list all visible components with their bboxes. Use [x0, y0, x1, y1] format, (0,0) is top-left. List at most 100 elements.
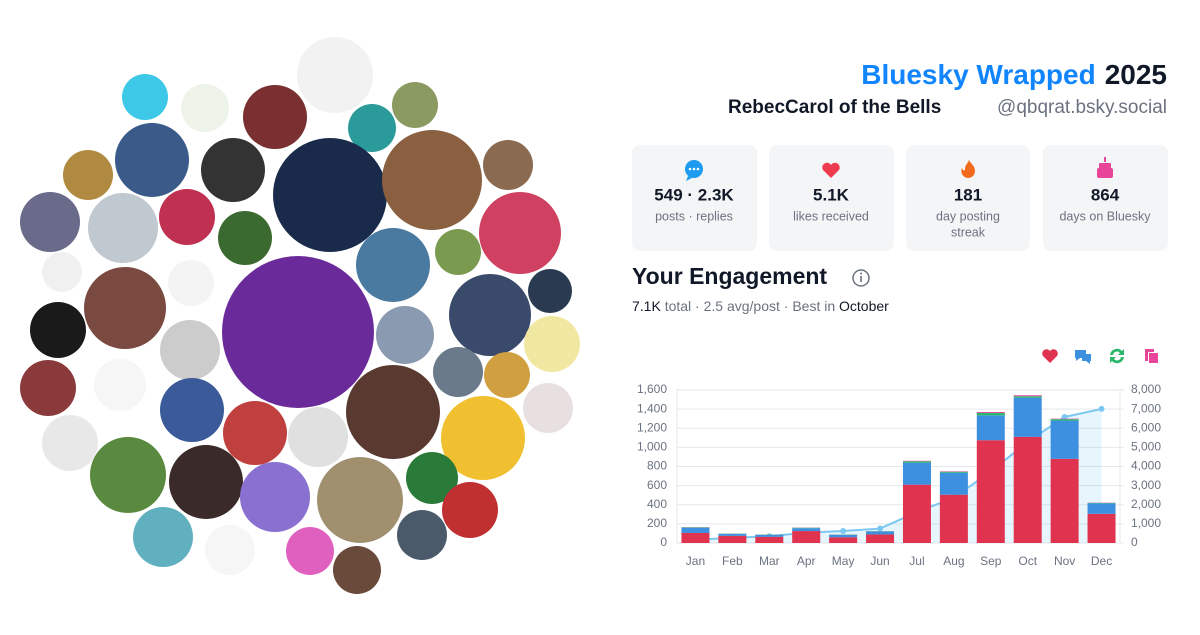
bar-segment — [755, 535, 783, 537]
avatar — [286, 527, 334, 575]
avatar — [201, 138, 265, 202]
avatar — [133, 507, 193, 567]
avatar — [442, 482, 498, 538]
legend-icon — [1042, 349, 1058, 363]
x-tick-label: Jun — [870, 554, 889, 568]
stat-label: streak — [951, 225, 986, 239]
avatar — [449, 274, 531, 356]
bar-segment — [829, 537, 857, 543]
avatar — [222, 256, 374, 408]
avatar — [42, 252, 82, 292]
avatar — [20, 360, 76, 416]
avatar — [42, 415, 98, 471]
avatar — [397, 510, 447, 560]
bar-segment — [681, 533, 709, 543]
x-tick-label: Dec — [1091, 554, 1112, 568]
title-year: 2025 — [1105, 59, 1167, 90]
avatar — [273, 138, 387, 252]
bar-segment — [1014, 395, 1042, 396]
bar-segment — [829, 535, 857, 537]
avatar — [20, 192, 80, 252]
avatar — [528, 269, 572, 313]
x-tick-label: Aug — [943, 554, 964, 568]
bar-segment — [1051, 421, 1079, 459]
avatar — [243, 85, 307, 149]
y-tick-label: 1,400 — [637, 401, 667, 415]
y2-tick-label: 6,000 — [1131, 420, 1161, 434]
avatar — [297, 37, 373, 113]
y2-tick-label: 7,000 — [1131, 401, 1161, 415]
x-tick-label: Nov — [1054, 554, 1075, 568]
bar-segment — [1051, 459, 1079, 543]
avatar — [524, 316, 580, 372]
y2-tick-label: 4,000 — [1131, 459, 1161, 473]
bar-segment — [718, 534, 746, 536]
stat-label: likes received — [793, 209, 869, 223]
y2-tick-label: 5,000 — [1131, 440, 1161, 454]
x-tick-label: Sep — [980, 554, 1002, 568]
bar-segment — [755, 537, 783, 543]
stat-label: day posting — [936, 209, 1000, 223]
bar-segment — [977, 440, 1005, 543]
engagement-chart: 02004006008001,0001,2001,4001,60001,0002… — [637, 382, 1161, 568]
avatar — [122, 74, 168, 120]
line-point — [1099, 406, 1105, 412]
bar-segment — [977, 412, 1005, 413]
legend-icon — [1145, 349, 1158, 363]
avatar — [484, 352, 530, 398]
avatar — [181, 84, 229, 132]
avatar — [392, 82, 438, 128]
y2-tick-label: 1,000 — [1131, 516, 1161, 530]
avatar — [376, 306, 434, 364]
bar-segment — [1014, 437, 1042, 543]
avatar — [288, 407, 348, 467]
x-tick-label: Feb — [722, 554, 743, 568]
avatar — [88, 193, 158, 263]
bar-segment — [792, 531, 820, 543]
engagement-summary: 7.1K total · 2.5 avg/post · Best in Octo… — [632, 298, 889, 314]
y2-tick-label: 3,000 — [1131, 478, 1161, 492]
avatar — [333, 546, 381, 594]
avatar — [160, 320, 220, 380]
bar-segment — [977, 415, 1005, 440]
avatar — [205, 525, 255, 575]
stat-value: 864 — [1091, 185, 1120, 204]
stat-label: posts · replies — [655, 209, 733, 223]
bar-segment — [977, 413, 1005, 415]
bar-segment — [1088, 503, 1116, 514]
bar-segment — [940, 473, 968, 495]
avatar — [382, 130, 482, 230]
avatar — [160, 378, 224, 442]
x-tick-label: Mar — [759, 554, 780, 568]
avatar — [115, 123, 189, 197]
stat-label: days on Bluesky — [1059, 209, 1151, 223]
stat-cards: 549 · 2.3K posts · replies 5.1K likes re… — [632, 145, 1168, 251]
y-tick-label: 0 — [660, 535, 667, 549]
y-tick-label: 600 — [647, 478, 667, 492]
legend-icon — [1110, 349, 1124, 363]
summary: total · 2.5 avg/post · Best in — [665, 298, 835, 314]
y-tick-label: 1,600 — [637, 382, 667, 396]
bar-segment — [866, 534, 894, 543]
avatar — [523, 383, 573, 433]
y2-tick-label: 2,000 — [1131, 497, 1161, 511]
bar-segment — [1051, 419, 1079, 420]
x-tick-label: Apr — [797, 554, 816, 568]
avatar — [433, 347, 483, 397]
info-icon[interactable] — [853, 270, 869, 286]
bar-segment — [903, 463, 931, 485]
bar-segment — [903, 461, 931, 462]
bar-segment — [718, 536, 746, 543]
handle: @qbqrat.bsky.social — [997, 97, 1167, 118]
y-tick-label: 800 — [647, 459, 667, 473]
bar-segment — [681, 528, 709, 533]
bar-segment — [903, 485, 931, 543]
x-tick-label: Oct — [1018, 554, 1037, 568]
avatar — [356, 228, 430, 302]
avatar-cloud — [20, 37, 580, 594]
x-tick-label: Jul — [909, 554, 924, 568]
bar-segment — [1014, 396, 1042, 397]
